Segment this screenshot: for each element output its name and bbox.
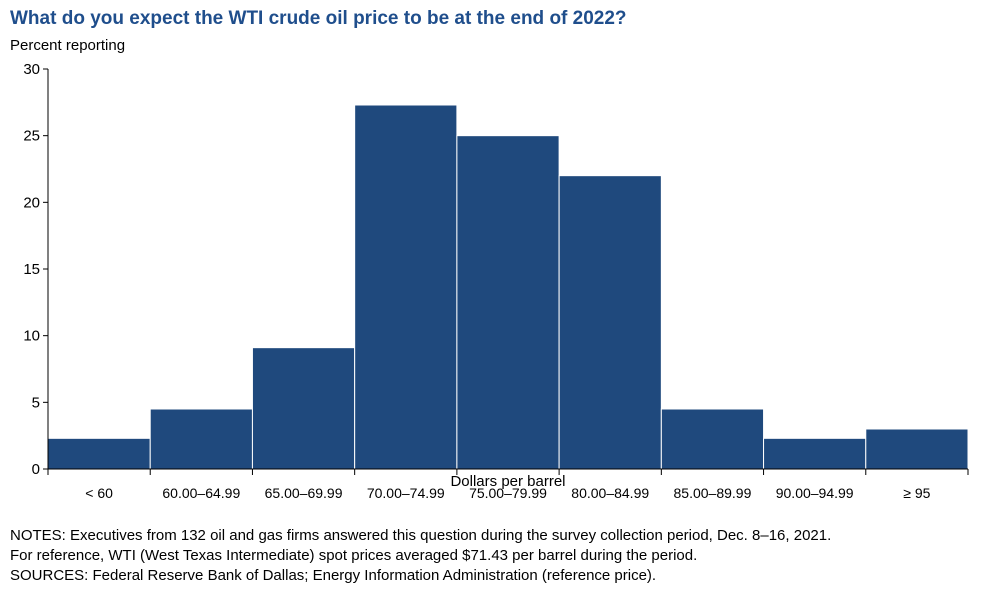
y-tick-label-1: 5 (32, 394, 40, 411)
y-tick-label-5: 25 (23, 128, 40, 145)
bar-3 (354, 104, 458, 470)
bar-5 (558, 175, 662, 470)
bar-7 (763, 437, 867, 470)
bar-8 (865, 428, 969, 470)
y-axis-label: Percent reporting (10, 37, 126, 54)
y-tick-label-4: 20 (23, 194, 40, 211)
x-category-label-4: 75.00–79.99 (469, 485, 547, 501)
x-category-label-6: 85.00–89.99 (674, 485, 752, 501)
x-category-label-0: < 60 (85, 485, 113, 501)
y-tick-label-6: 30 (23, 61, 40, 78)
x-category-label-5: 80.00–84.99 (571, 485, 649, 501)
notes-line-1: NOTES: Executives from 132 oil and gas f… (10, 527, 832, 544)
chart-notes: NOTES: Executives from 132 oil and gas f… (10, 526, 831, 586)
bar-1 (149, 408, 253, 470)
chart-title: What do you expect the WTI crude oil pri… (10, 8, 627, 29)
y-tick-label-3: 15 (23, 261, 40, 278)
bar-4 (456, 135, 560, 470)
x-category-label-2: 65.00–69.99 (265, 485, 343, 501)
y-tick-label-0: 0 (32, 461, 40, 478)
bar-2 (251, 347, 356, 470)
x-category-label-7: 90.00–94.99 (776, 485, 854, 501)
y-tick-label-2: 10 (23, 328, 40, 345)
x-axis-label: Dollars per barrel (450, 473, 565, 490)
x-category-label-3: 70.00–74.99 (367, 485, 445, 501)
sources-line: SOURCES: Federal Reserve Bank of Dallas;… (10, 567, 657, 584)
x-category-label-8: ≥ 95 (903, 485, 930, 501)
bar-0 (47, 437, 151, 470)
x-category-label-1: 60.00–64.99 (162, 485, 240, 501)
bar-6 (660, 408, 765, 470)
notes-line-2: For reference, WTI (West Texas Intermedi… (10, 547, 698, 564)
